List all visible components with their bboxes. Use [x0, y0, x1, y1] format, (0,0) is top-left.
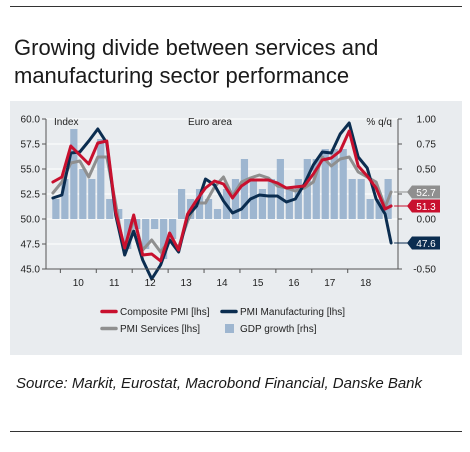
- end-label-box: [407, 199, 440, 213]
- chart-svg: 45.0 47.5 50.0 52.5 55.0 57.5 60.0 -0.50 0.00 0.…: [21, 115, 440, 335]
- gdp-bar: [294, 179, 302, 219]
- x-tick-label: 10: [73, 278, 85, 289]
- gdp-bar: [52, 199, 60, 219]
- gdp-bar: [357, 179, 365, 219]
- right-axis-label: % q/q: [366, 117, 392, 128]
- gdp-bar: [177, 189, 186, 219]
- legend-swatch: [225, 324, 234, 333]
- gdp-bar: [276, 159, 284, 219]
- gdp-bar: [285, 189, 293, 219]
- top-rule: [10, 6, 462, 7]
- gdp-bar: [267, 179, 275, 219]
- x-tick-label: 12: [145, 278, 157, 289]
- left-tick-label: 60.0: [21, 115, 41, 126]
- x-tick-label: 16: [288, 278, 300, 289]
- end-label-value: 47.6: [416, 239, 436, 250]
- gdp-bar: [240, 159, 249, 219]
- legend-label: PMI Services [lhs]: [120, 324, 200, 335]
- right-tick-label: 0.50: [417, 165, 437, 176]
- gdp-bar: [312, 159, 320, 219]
- left-tick-label: 57.5: [21, 140, 41, 151]
- gdp-bar: [258, 189, 267, 219]
- region-label: Euro area: [188, 117, 232, 128]
- right-tick-label: 0.00: [417, 215, 437, 226]
- end-label-value: 51.3: [416, 202, 436, 213]
- left-axis-ticks: 45.0 47.5 50.0 52.5 55.0 57.5 60.0: [21, 115, 46, 276]
- end-label-box: [407, 236, 440, 250]
- pmi-lines: [51, 121, 393, 281]
- gdp-bar: [61, 179, 69, 219]
- x-tick-label: 13: [181, 278, 193, 289]
- x-tick-label: 15: [252, 278, 264, 289]
- source-note: Source: Markit, Eurostat, Macrobond Fina…: [16, 375, 423, 392]
- line-composite-pmi: [51, 129, 393, 263]
- left-tick-label: 52.5: [21, 190, 41, 201]
- left-tick-label: 55.0: [21, 165, 41, 176]
- x-tick-label: 11: [109, 278, 120, 289]
- bottom-rule: [10, 431, 462, 432]
- legend-label: Composite PMI [lhs]: [120, 307, 210, 318]
- left-tick-label: 45.0: [21, 265, 41, 276]
- gdp-bar: [97, 139, 105, 219]
- gdp-bar: [213, 209, 222, 219]
- gdp-bar: [70, 129, 78, 219]
- gdp-bar: [348, 179, 356, 219]
- gdp-bar: [79, 169, 87, 219]
- right-tick-label: -0.50: [413, 265, 436, 276]
- gdp-bar: [321, 149, 329, 219]
- x-tick-label: 17: [324, 278, 336, 289]
- end-label-box: [407, 185, 440, 199]
- legend-label: PMI Manufacturing [lhs]: [240, 307, 345, 318]
- gdp-bar: [204, 199, 213, 219]
- gdp-bar: [339, 149, 347, 219]
- gdp-bar: [151, 219, 159, 229]
- left-axis-label: Index: [54, 117, 78, 128]
- chart-panel: 45.0 47.5 50.0 52.5 55.0 57.5 60.0 -0.50 0.00 0.…: [10, 101, 462, 355]
- gdp-bar: [106, 199, 114, 219]
- grid-layer: [46, 118, 398, 270]
- x-tick-label: 18: [360, 278, 372, 289]
- gdp-bar: [142, 219, 150, 249]
- gdp-bar: [160, 219, 168, 259]
- gdp-bar: [231, 179, 240, 219]
- right-tick-label: 1.00: [417, 115, 437, 126]
- legend-label: GDP growth [rhs]: [240, 324, 317, 335]
- gdp-bar: [303, 159, 311, 219]
- gdp-bar: [330, 149, 338, 219]
- gdp-bar: [169, 219, 177, 239]
- x-axis-ticks: 10 11 12 13 14 15 16 17 18: [59, 269, 372, 289]
- left-tick-label: 47.5: [21, 240, 41, 251]
- legend: Composite PMI [lhs] PMI Manufacturing [lh…: [100, 307, 345, 335]
- right-tick-label: 0.75: [417, 140, 437, 151]
- chart-title: Growing divide between services and manu…: [14, 35, 379, 88]
- gdp-bar: [88, 179, 96, 219]
- end-labels: 52.7 51.3 47.6: [394, 185, 440, 250]
- gdp-bar: [375, 199, 383, 219]
- x-tick-label: 14: [216, 278, 228, 289]
- end-label-value: 52.7: [416, 188, 436, 199]
- gdp-bar: [366, 199, 374, 219]
- left-tick-label: 50.0: [21, 215, 41, 226]
